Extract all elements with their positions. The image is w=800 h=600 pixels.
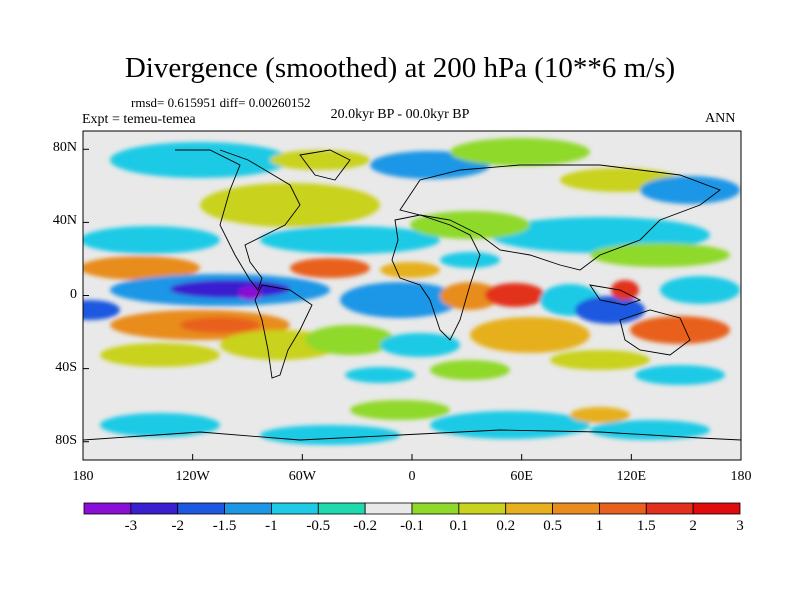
- field-blob: [470, 317, 590, 353]
- africa-coast: [391, 214, 481, 341]
- colorbar-swatch: [645, 502, 694, 515]
- y-tick-label: 0: [70, 286, 77, 302]
- x-tick-label: 0: [408, 469, 416, 484]
- field-blob: [570, 407, 630, 423]
- season-label: ANN: [705, 111, 736, 126]
- y-tick-label: 40S: [55, 359, 77, 375]
- colorbar-label: 0.1: [449, 518, 469, 534]
- field-blob: [83, 226, 220, 254]
- field-blob: [430, 360, 510, 380]
- x-tick-label: 120E: [616, 469, 647, 484]
- x-tick-label: 60E: [510, 469, 533, 484]
- colorbar-label: -0.5: [306, 518, 331, 534]
- colorbar-swatch: [599, 502, 647, 515]
- colorbar-label: 0.2: [496, 518, 516, 534]
- field-blob: [100, 343, 220, 367]
- x-tick-label: 180: [72, 469, 94, 484]
- colorbar-swatch: [83, 502, 132, 515]
- colorbar-swatch: [552, 502, 600, 515]
- y-tick-label: 40N: [52, 213, 77, 229]
- y-tick-label: 80S: [55, 432, 77, 448]
- colorbar-label: -1: [265, 518, 278, 534]
- rmsd-diff-stats: rmsd= 0.615951 diff= 0.00260152: [131, 95, 311, 110]
- field-blob: [485, 283, 545, 307]
- indonesia-coast: [589, 284, 642, 306]
- field-blob: [350, 400, 450, 420]
- colorbar-label: 1.5: [636, 518, 656, 534]
- field-blob: [450, 138, 590, 166]
- colorbar-label: 0.5: [543, 518, 562, 534]
- field-blob: [590, 243, 730, 267]
- field-blob: [380, 262, 440, 278]
- field-blob: [238, 286, 262, 300]
- field-blob: [575, 296, 645, 324]
- field-blob: [440, 252, 500, 268]
- north-america-coast: [175, 149, 301, 291]
- colorbar-swatch: [130, 502, 179, 515]
- colorbar-label: -2: [171, 518, 184, 534]
- eurasia-coast: [399, 164, 721, 271]
- antarctica-coast: [83, 429, 741, 441]
- field-blob: [170, 280, 290, 298]
- colorbar-swatch: [458, 502, 507, 515]
- colorbar-label: -0.2: [353, 518, 378, 534]
- x-tick-label: 120W: [175, 469, 210, 484]
- field-blob: [180, 317, 260, 333]
- colorbar-label: 3: [736, 518, 744, 534]
- field-blob: [345, 367, 415, 383]
- colorbar-label: -1.5: [212, 518, 237, 534]
- coastlines: [83, 149, 741, 441]
- colorbar-swatch: [271, 502, 319, 515]
- field-blob: [260, 226, 440, 254]
- field-blob: [590, 420, 710, 440]
- colorbar-label: -3: [124, 518, 138, 534]
- x-tick-label: 60W: [288, 469, 316, 484]
- field-blob: [440, 282, 500, 310]
- field-blob: [630, 316, 730, 344]
- field-blob: [270, 150, 370, 170]
- period-label: 20.0kyr BP - 00.0kyr BP: [330, 107, 470, 122]
- figure-title: Divergence (smoothed) at 200 hPa (10**6 …: [124, 52, 676, 84]
- field-blob: [200, 183, 380, 227]
- colorbar-label: -0.1: [400, 518, 424, 534]
- colorbar-swatch: [177, 502, 225, 515]
- greenland-coast: [299, 149, 351, 181]
- colorbar-swatch: [317, 502, 366, 515]
- colorbar-swatch: [364, 502, 413, 515]
- field-blob: [110, 142, 290, 178]
- australia-coast: [619, 309, 691, 356]
- field-blob: [660, 276, 740, 304]
- field-blob: [83, 300, 120, 320]
- contour-fields: [83, 138, 740, 445]
- colorbar-label: 1: [595, 518, 604, 534]
- colorbar-swatch: [411, 502, 460, 515]
- y-tick-label: 80N: [52, 140, 77, 156]
- field-blob: [380, 333, 460, 357]
- field-blob: [260, 425, 400, 445]
- axis-ticks: [82, 148, 742, 460]
- colorbar-swatch: [224, 502, 272, 515]
- south-america-coast: [254, 284, 313, 379]
- colorbar-label: 2: [689, 518, 697, 534]
- experiment-label: Expt = temeu-temea: [82, 112, 196, 127]
- field-blob: [83, 256, 200, 280]
- field-blob: [640, 176, 740, 204]
- field-blob: [305, 325, 395, 355]
- colorbar-swatch: [505, 502, 553, 515]
- field-blob: [550, 350, 650, 370]
- field-blob: [635, 365, 725, 385]
- field-blob: [430, 411, 590, 439]
- colorbar-swatch: [692, 502, 741, 515]
- field-blob: [611, 280, 639, 300]
- field-blob: [340, 282, 460, 318]
- colorbar: [83, 502, 741, 515]
- field-blob: [100, 413, 220, 437]
- field-blob: [290, 258, 370, 278]
- x-tick-label: 180: [730, 469, 752, 484]
